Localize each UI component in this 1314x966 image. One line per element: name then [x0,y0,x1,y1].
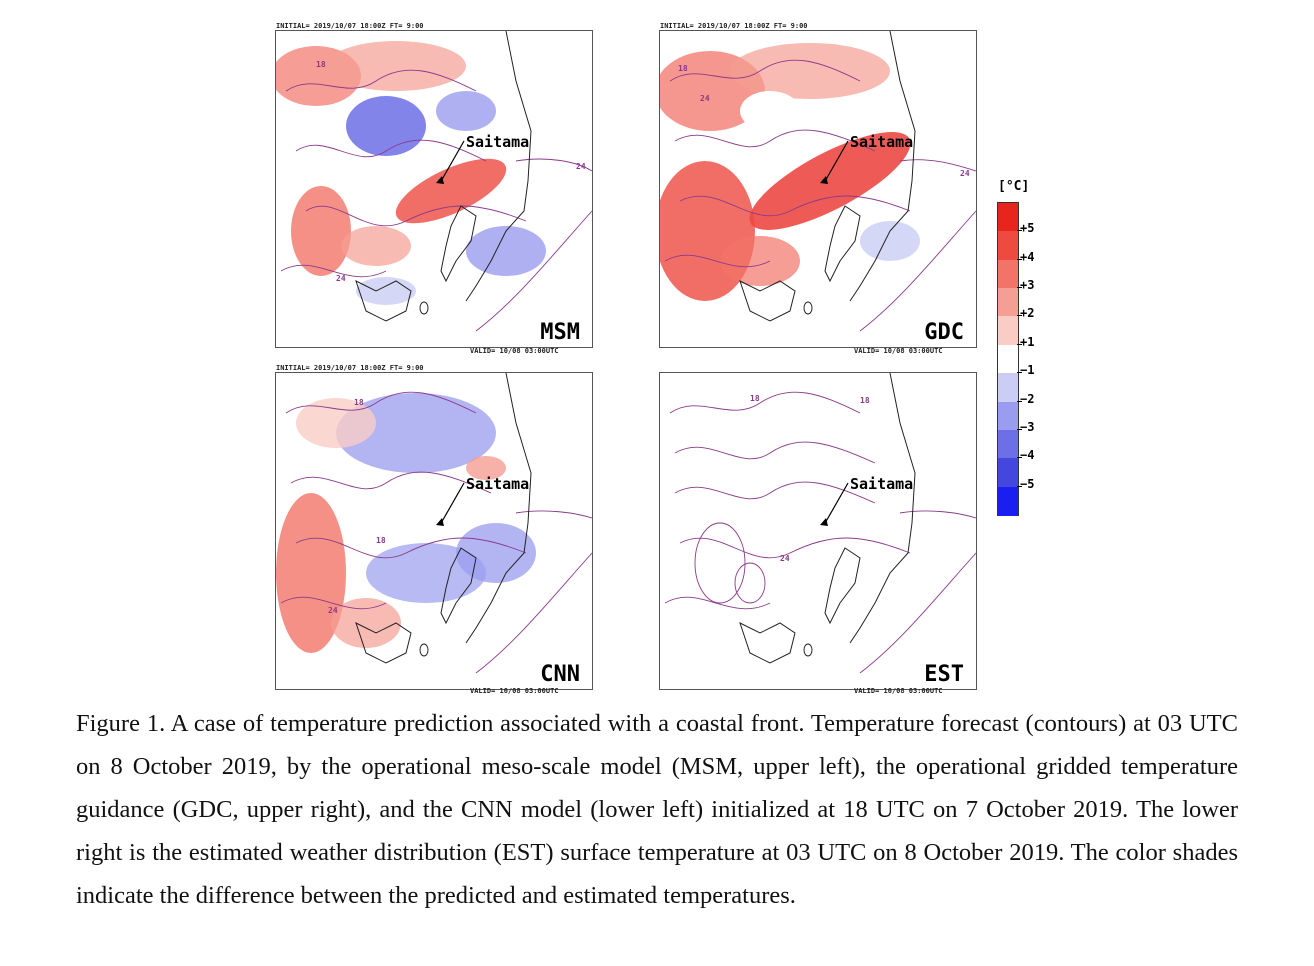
gdc-contour-label-24: 24 [960,169,970,178]
colorbar [997,202,1019,516]
figure-caption: Figure 1. A case of temperature predicti… [76,710,1238,909]
est-panel: 18 18 24 Saitama EST [659,372,977,690]
msm-contours [280,69,592,332]
gdc-contours [664,59,976,332]
gdc-initial-text: INITIAL= 2019/10/07 18:00Z FT= 9:00 [660,22,808,30]
est-city-label: Saitama [850,475,914,493]
gdc-arrowhead [820,176,828,184]
colorbar-segment [998,344,1018,374]
est-arrow [823,482,849,526]
msm-panel: 18 24 24 Saitama MSM [275,30,593,348]
gdc-arrow [823,140,849,184]
colorbar-segment [998,429,1018,459]
colorbar-tick-mark [1017,315,1022,317]
msm-coastline [355,31,532,322]
colorbar-tick-mark [1017,230,1022,232]
msm-contour-label-24b: 24 [336,274,346,283]
cnn-contour-label-18b: 18 [376,536,386,545]
colorbar-tick-mark [1017,400,1022,402]
colorbar-tick-mark [1017,258,1022,260]
msm-map: 18 24 24 [276,31,592,332]
gdc-contour-label-18: 18 [678,64,688,73]
gdc-city-label: Saitama [850,133,914,151]
colorbar-tick-mark [1017,287,1022,289]
cnn-model-label: CNN [538,662,582,687]
colorbar-segment [998,288,1018,318]
cnn-map: 18 18 24 [276,373,592,674]
gdc-contour-label-24b: 24 [700,94,710,103]
msm-valid-text: VALID= 10/08 03:00UTC [470,347,559,355]
colorbar-tick-mark [1017,457,1022,459]
colorbar-segment [998,373,1018,403]
msm-city-label: Saitama [466,133,530,151]
colorbar-segment [998,259,1018,289]
est-contour-label-24: 24 [780,554,790,563]
colorbar-segment [998,458,1018,488]
cnn-coastline [355,373,532,664]
colorbar-unit: [°C] [998,179,1030,194]
gdc-shading [660,43,920,301]
colorbar-segment [998,203,1018,232]
gdc-valid-text: VALID= 10/08 03:00UTC [854,347,943,355]
gdc-coastline [739,31,916,322]
msm-contour-label-24: 24 [576,162,586,171]
colorbar-tick-label: +1 [1020,334,1035,349]
colorbar-segment [998,316,1018,346]
colorbar-tick-label: −2 [1020,391,1035,406]
colorbar-tick-label: +4 [1020,249,1035,264]
cnn-valid-text: VALID= 10/08 03:00UTC [470,687,559,695]
est-model-label: EST [922,662,966,687]
cnn-arrow [439,482,465,526]
colorbar-tick-mark [1017,485,1022,487]
cnn-arrowhead [436,518,444,526]
msm-arrowhead [436,176,444,184]
colorbar-tick-label: +2 [1020,306,1035,321]
est-contours [664,391,976,674]
est-coastline [739,373,916,664]
colorbar-tick-label: −1 [1020,363,1035,378]
gdc-map: 18 24 24 [660,31,976,332]
msm-model-label: MSM [538,320,582,345]
msm-initial-text: INITIAL= 2019/10/07 18:00Z FT= 9:00 [276,22,424,30]
cnn-contour-label-24: 24 [328,606,338,615]
est-valid-text: VALID= 10/08 03:00UTC [854,687,943,695]
colorbar-segment [998,231,1018,261]
colorbar-tick-label: −5 [1020,476,1035,491]
gdc-model-label: GDC [922,320,966,345]
colorbar-tick-label: +3 [1020,278,1035,293]
colorbar-tick-mark [1017,372,1022,374]
colorbar-tick-mark [1017,343,1022,345]
cnn-contour-label-18: 18 [354,398,364,407]
cnn-city-label: Saitama [466,475,530,493]
cnn-panel: 18 18 24 Saitama CNN [275,372,593,690]
colorbar-tick-label: −4 [1020,448,1035,463]
msm-arrow [439,140,465,184]
colorbar-segment [998,486,1018,516]
est-map: 18 18 24 [664,373,976,674]
est-arrowhead [820,518,828,526]
cnn-contours [280,391,592,674]
est-contour-label-18b: 18 [860,396,870,405]
colorbar-segment [998,401,1018,431]
cnn-shading [276,393,536,653]
msm-shading [276,41,546,305]
colorbar-tick-mark [1017,428,1022,430]
msm-contour-label-18: 18 [316,60,326,69]
colorbar-tick-label: +5 [1020,221,1035,236]
cnn-initial-text: INITIAL= 2019/10/07 18:00Z FT= 9:00 [276,364,424,372]
est-contour-label-18: 18 [750,394,760,403]
colorbar-tick-label: −3 [1020,419,1035,434]
gdc-panel: 18 24 24 Saitama GDC [659,30,977,348]
